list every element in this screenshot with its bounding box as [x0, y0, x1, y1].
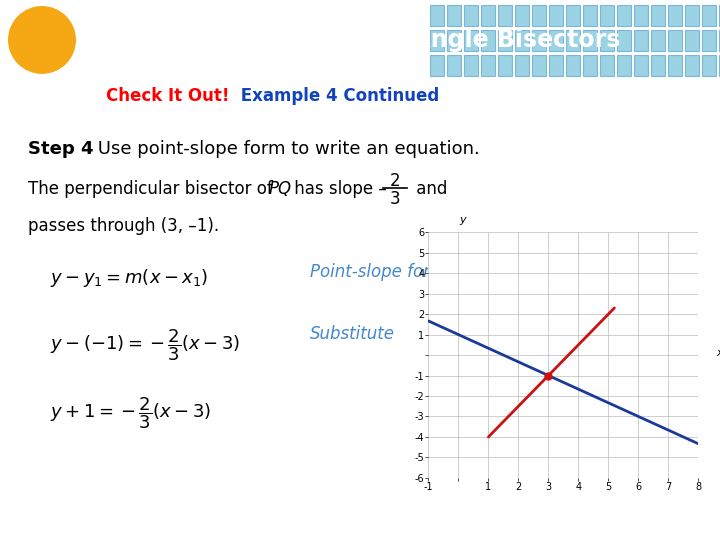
Text: Copyright © by Holt Mc Dougal. All Rights Reserved.: Copyright © by Holt Mc Dougal. All Right… [436, 518, 710, 528]
FancyBboxPatch shape [702, 30, 716, 51]
Text: x: x [716, 348, 720, 358]
FancyBboxPatch shape [481, 30, 495, 51]
FancyBboxPatch shape [600, 55, 614, 76]
Text: $y+1=-\dfrac{2}{3}(x-3)$: $y+1=-\dfrac{2}{3}(x-3)$ [50, 395, 211, 431]
FancyBboxPatch shape [498, 55, 512, 76]
Ellipse shape [8, 6, 76, 74]
FancyBboxPatch shape [583, 5, 597, 26]
Text: Perpendicular and Angle Bisectors: Perpendicular and Angle Bisectors [160, 28, 620, 52]
FancyBboxPatch shape [549, 30, 563, 51]
FancyBboxPatch shape [447, 30, 461, 51]
Text: Holt McDougal Geometry: Holt McDougal Geometry [10, 516, 178, 529]
FancyBboxPatch shape [600, 5, 614, 26]
FancyBboxPatch shape [464, 5, 478, 26]
Text: has slope –: has slope – [289, 180, 387, 198]
Text: 2: 2 [390, 172, 400, 190]
FancyBboxPatch shape [481, 5, 495, 26]
FancyBboxPatch shape [430, 30, 444, 51]
FancyBboxPatch shape [447, 55, 461, 76]
FancyBboxPatch shape [583, 55, 597, 76]
FancyBboxPatch shape [685, 55, 699, 76]
FancyBboxPatch shape [719, 5, 720, 26]
FancyBboxPatch shape [651, 55, 665, 76]
FancyBboxPatch shape [668, 5, 682, 26]
FancyBboxPatch shape [430, 5, 444, 26]
FancyBboxPatch shape [532, 30, 546, 51]
Text: 3: 3 [390, 190, 400, 208]
FancyBboxPatch shape [617, 30, 631, 51]
FancyBboxPatch shape [481, 55, 495, 76]
FancyBboxPatch shape [498, 5, 512, 26]
FancyBboxPatch shape [566, 5, 580, 26]
FancyBboxPatch shape [634, 30, 648, 51]
FancyBboxPatch shape [634, 55, 648, 76]
Text: $y - y_1 = m(x - x_1)$: $y - y_1 = m(x - x_1)$ [50, 267, 208, 289]
FancyBboxPatch shape [532, 55, 546, 76]
Text: Check It Out!: Check It Out! [107, 87, 230, 105]
FancyBboxPatch shape [430, 55, 444, 76]
Text: Example 4 Continued: Example 4 Continued [235, 87, 439, 105]
FancyBboxPatch shape [685, 5, 699, 26]
FancyBboxPatch shape [447, 5, 461, 26]
FancyBboxPatch shape [498, 30, 512, 51]
FancyBboxPatch shape [515, 5, 529, 26]
FancyBboxPatch shape [600, 30, 614, 51]
FancyBboxPatch shape [719, 55, 720, 76]
Text: The perpendicular bisector of: The perpendicular bisector of [28, 180, 278, 198]
FancyBboxPatch shape [583, 30, 597, 51]
FancyBboxPatch shape [464, 55, 478, 76]
FancyBboxPatch shape [702, 5, 716, 26]
FancyBboxPatch shape [617, 5, 631, 26]
Text: passes through (3, –1).: passes through (3, –1). [28, 217, 219, 235]
FancyBboxPatch shape [617, 55, 631, 76]
Text: Use point-slope form to write an equation.: Use point-slope form to write an equatio… [92, 140, 480, 158]
FancyBboxPatch shape [566, 55, 580, 76]
FancyBboxPatch shape [515, 30, 529, 51]
Text: Point-slope form: Point-slope form [310, 264, 446, 281]
Text: Step 4: Step 4 [28, 140, 94, 158]
FancyBboxPatch shape [549, 5, 563, 26]
Text: y: y [459, 215, 467, 225]
FancyBboxPatch shape [515, 55, 529, 76]
FancyBboxPatch shape [634, 5, 648, 26]
FancyBboxPatch shape [566, 30, 580, 51]
FancyBboxPatch shape [702, 55, 716, 76]
FancyBboxPatch shape [719, 30, 720, 51]
FancyBboxPatch shape [464, 30, 478, 51]
Text: $y-(-1)=-\dfrac{2}{3}(x-3)$: $y-(-1)=-\dfrac{2}{3}(x-3)$ [50, 327, 240, 363]
Text: Substitute: Substitute [310, 325, 395, 343]
FancyBboxPatch shape [651, 30, 665, 51]
Text: PQ: PQ [269, 180, 292, 198]
FancyBboxPatch shape [668, 30, 682, 51]
FancyBboxPatch shape [685, 30, 699, 51]
FancyBboxPatch shape [651, 5, 665, 26]
FancyBboxPatch shape [532, 5, 546, 26]
FancyBboxPatch shape [668, 55, 682, 76]
FancyBboxPatch shape [549, 55, 563, 76]
Text: and: and [411, 180, 447, 198]
